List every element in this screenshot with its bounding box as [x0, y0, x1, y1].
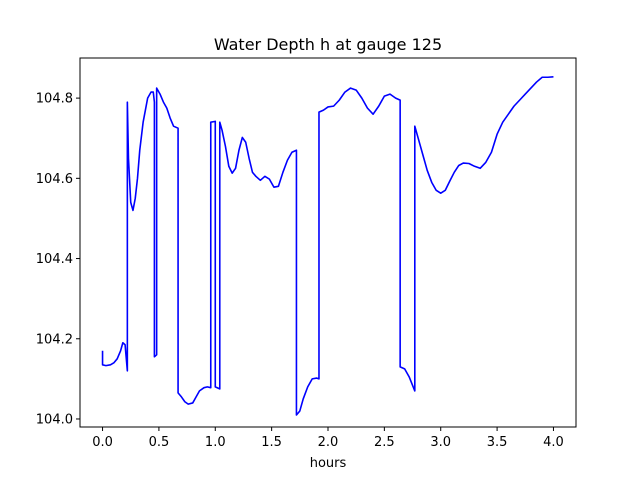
chart-title: Water Depth h at gauge 125 — [214, 35, 442, 54]
x-tick-label: 3.5 — [487, 435, 508, 450]
x-tick-label: 4.0 — [543, 435, 564, 450]
y-tick-label: 104.6 — [36, 172, 73, 187]
x-axis-label: hours — [310, 456, 347, 471]
x-tick-label: 2.5 — [374, 435, 395, 450]
x-tick-label: 0.0 — [92, 435, 113, 450]
x-axis: 0.0 0.5 1.0 1.5 2.0 2.5 3.0 3.5 4.0 — [92, 427, 564, 450]
y-axis: 104.0 104.2 104.4 104.6 104.8 — [36, 92, 80, 427]
series-line — [101, 76, 554, 416]
y-tick-label: 104.2 — [36, 332, 73, 347]
x-tick-label: 3.0 — [430, 435, 451, 450]
y-tick-label: 104.8 — [36, 92, 73, 107]
x-tick-label: 2.0 — [318, 435, 339, 450]
y-tick-label: 104.4 — [36, 252, 73, 267]
x-tick-label: 1.0 — [205, 435, 226, 450]
plot-area — [101, 76, 554, 416]
x-tick-label: 1.5 — [261, 435, 282, 450]
y-tick-label: 104.0 — [36, 412, 73, 427]
x-tick-label: 0.5 — [149, 435, 170, 450]
